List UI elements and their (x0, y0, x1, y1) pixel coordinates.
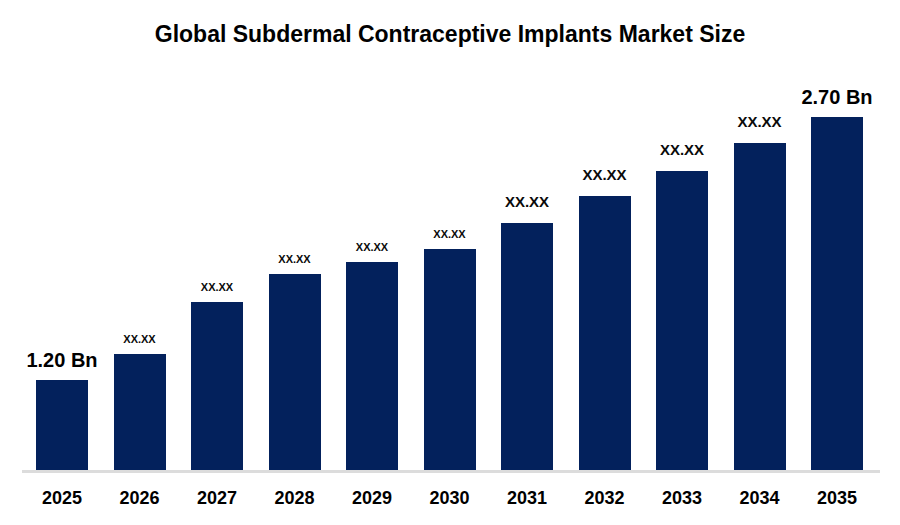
x-tick-2033: 2033 (642, 488, 722, 509)
value-label-2033: XX.XX (617, 142, 747, 157)
bar-2032 (579, 196, 631, 470)
x-axis-line (22, 470, 880, 473)
bar-2033 (656, 171, 708, 470)
x-tick-2030: 2030 (410, 488, 490, 509)
x-tick-2032: 2032 (565, 488, 645, 509)
value-label-2030: XX.XX (385, 229, 515, 240)
value-label-2025: 1.20 Bn (0, 350, 127, 370)
value-label-2029: XX.XX (307, 242, 437, 253)
bar-2034 (734, 143, 786, 470)
x-tick-2029: 2029 (332, 488, 412, 509)
value-label-2028: XX.XX (230, 254, 360, 265)
x-tick-2035: 2035 (797, 488, 877, 509)
x-tick-2028: 2028 (255, 488, 335, 509)
plot-area: 1.20 Bn 2025 XX.XX 2026 XX.XX 2027 XX.XX 2028 XX… (0, 0, 900, 525)
value-label-2027: XX.XX (152, 282, 282, 293)
bar-2031 (501, 223, 553, 470)
bar-2027 (191, 302, 243, 470)
value-label-2031: XX.XX (462, 194, 592, 209)
x-tick-2034: 2034 (720, 488, 800, 509)
x-tick-2031: 2031 (487, 488, 567, 509)
bar-2035 (811, 117, 863, 470)
bar-2030 (424, 249, 476, 470)
bar-2029 (346, 262, 398, 470)
x-tick-2026: 2026 (100, 488, 180, 509)
value-label-2035: 2.70 Bn (772, 87, 900, 107)
chart-canvas: Global Subdermal Contraceptive Implants … (0, 0, 900, 525)
value-label-2034: XX.XX (695, 114, 825, 129)
x-tick-2025: 2025 (22, 488, 102, 509)
bar-2025 (36, 380, 88, 470)
bar-2028 (269, 274, 321, 470)
x-tick-2027: 2027 (177, 488, 257, 509)
value-label-2032: XX.XX (540, 167, 670, 182)
value-label-2026: XX.XX (75, 334, 205, 345)
bar-2026 (114, 354, 166, 470)
